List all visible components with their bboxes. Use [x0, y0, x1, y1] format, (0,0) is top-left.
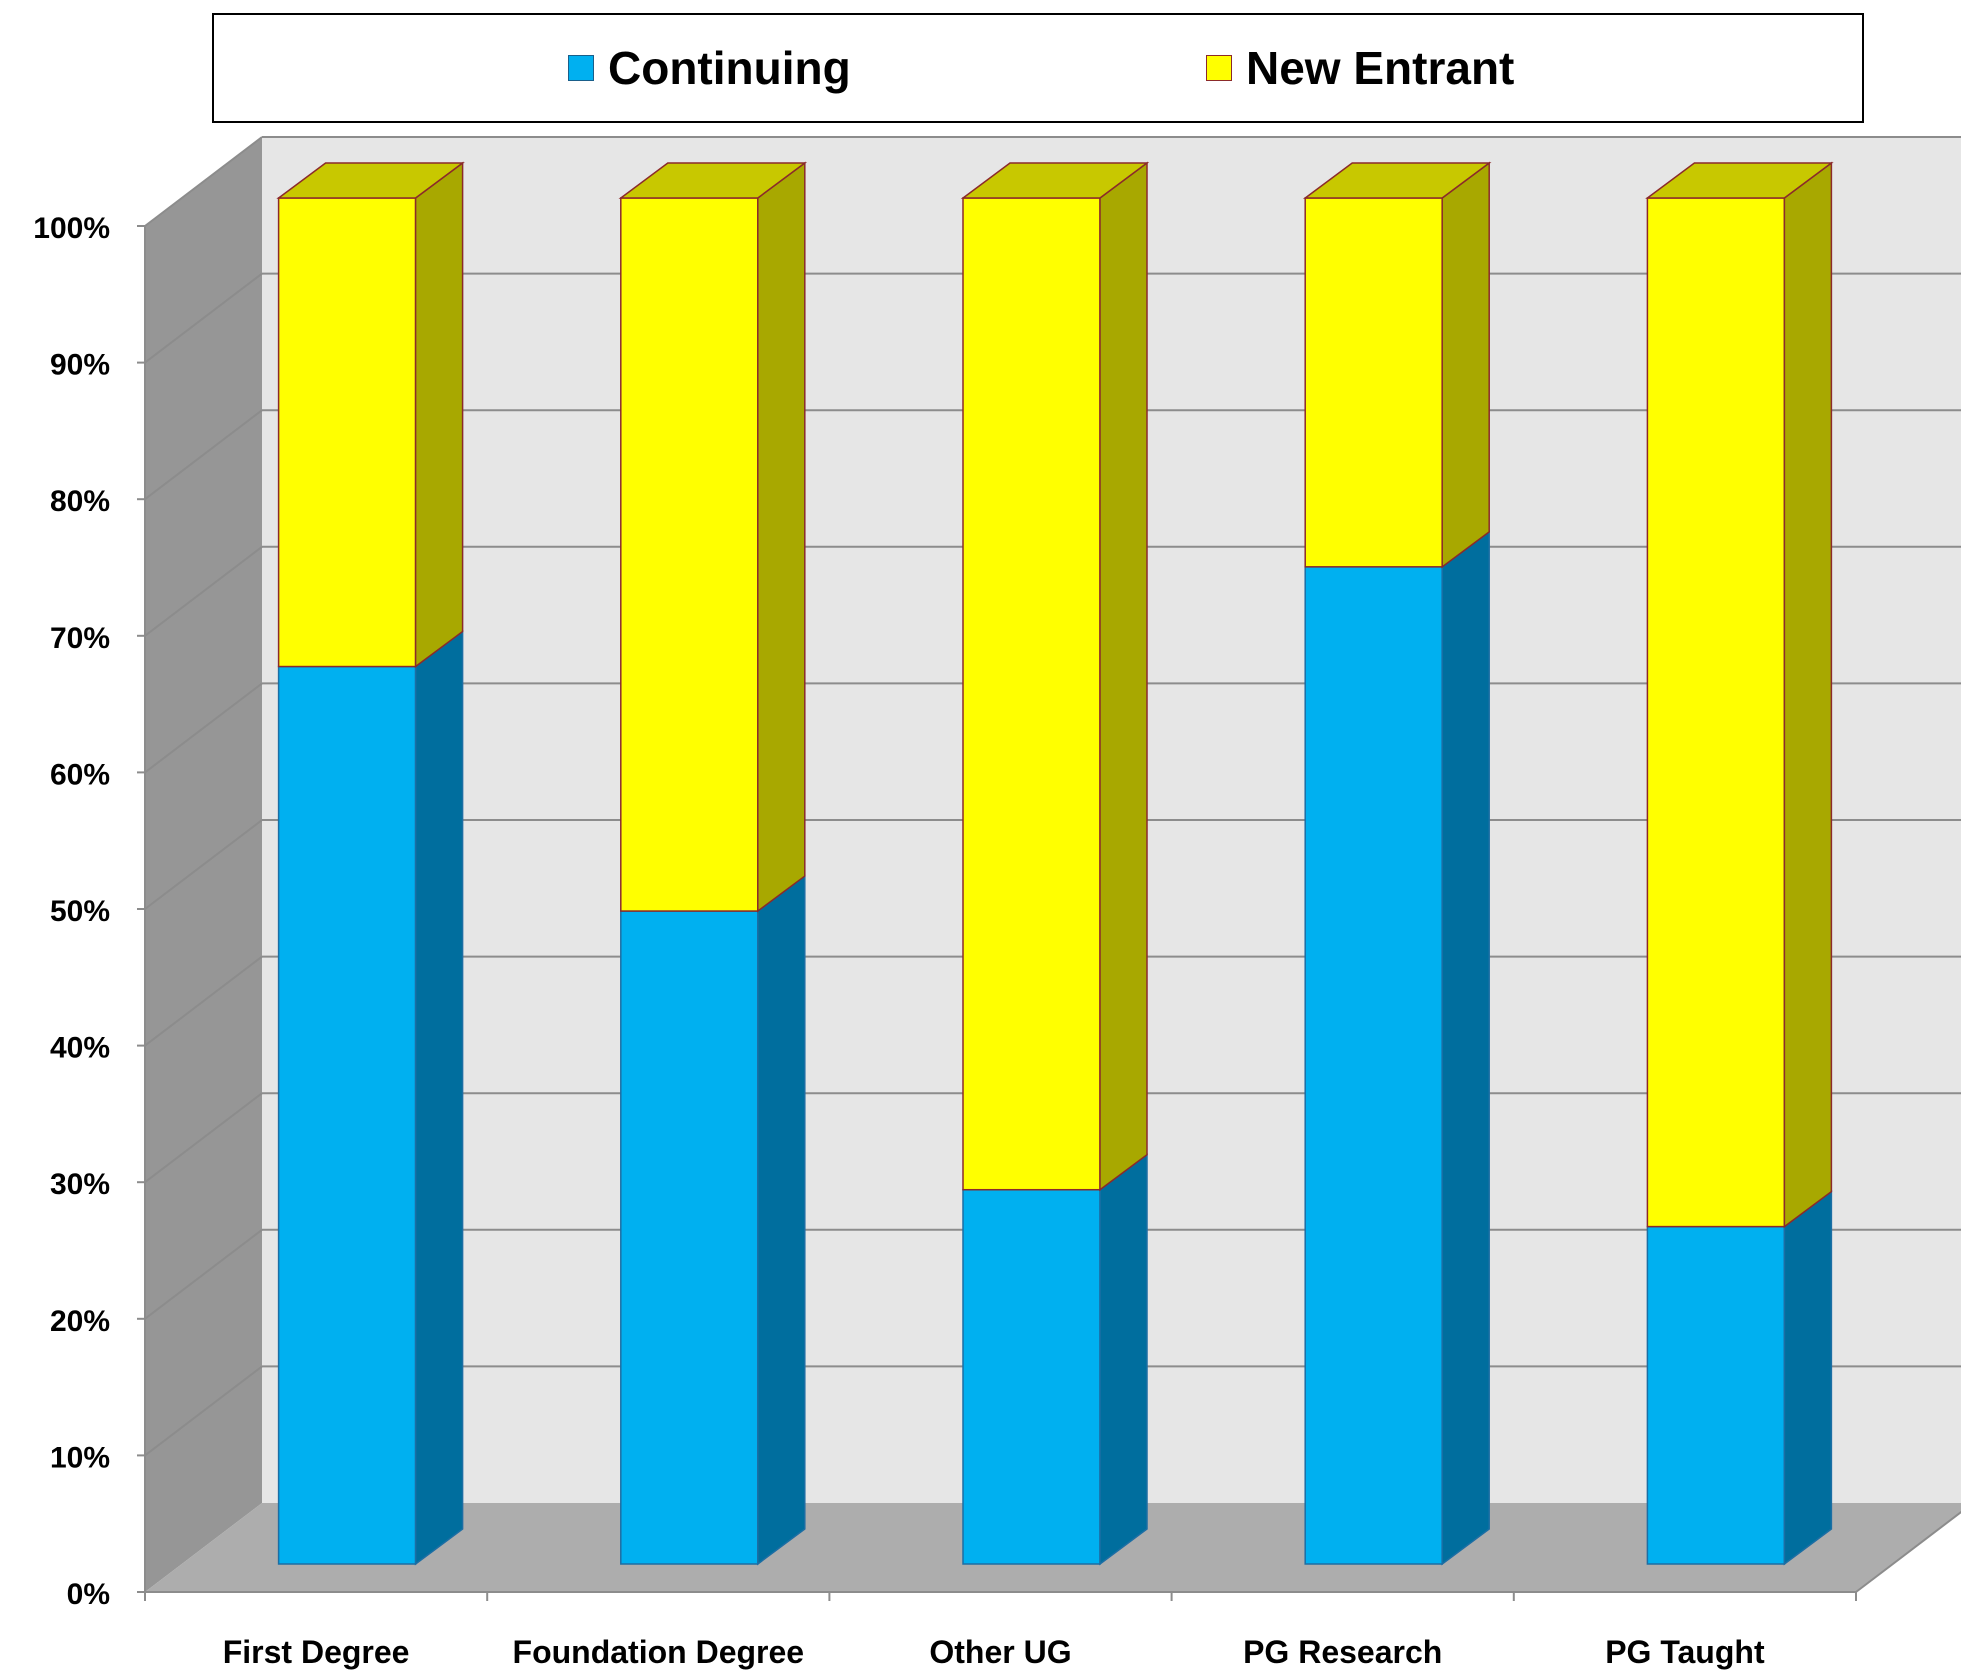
axes: 0% 10% 20% 30% 40% 50% 60% 70% 80% 90% 100% First D… [33, 212, 1857, 1670]
floor-edge [1855, 1510, 1961, 1593]
bars [276, 161, 1834, 1566]
x-tick-label-first-degree: First Degree [223, 1634, 410, 1670]
gridline-side [144, 409, 263, 500]
bar-front-pg-taught-new-entrant [1646, 197, 1786, 1228]
bar-side-other-ug-new-entrant [1099, 161, 1148, 1192]
gridline-side [144, 546, 263, 637]
y-tick-label-8: 80% [50, 485, 110, 518]
bar-side-other-ug-continuing [1099, 1153, 1148, 1566]
bar-side-pg-research-continuing [1441, 530, 1490, 1566]
bar-other-ug-continuing [962, 1153, 1148, 1566]
bar-pg-research-new-entrant [1302, 161, 1492, 569]
bar-first-degree-new-entrant [276, 161, 465, 669]
y-tick-label-5: 50% [50, 895, 110, 928]
bar-top-pg-research [1302, 162, 1492, 199]
chart-legend: Continuing New Entrant [212, 13, 1864, 123]
legend-label-new-entrant: New Entrant [1246, 42, 1515, 94]
bar-side-pg-taught-new-entrant [1783, 161, 1833, 1229]
legend-entry-continuing: Continuing [568, 15, 851, 121]
legend-swatch-new-entrant [1206, 55, 1232, 81]
bar-side-first-degree-new-entrant [414, 161, 464, 669]
bar-front-foundation-degree-new-entrant [620, 197, 759, 912]
y-tick-label-7: 70% [50, 622, 110, 655]
gridline-side [144, 1229, 263, 1320]
x-tick-label-foundation-degree: Foundation Degree [513, 1634, 805, 1670]
bar-front-first-degree-new-entrant [277, 197, 417, 668]
x-tick-label-other-ug: Other UG [929, 1634, 1071, 1670]
y-tick-label-3: 30% [50, 1168, 110, 1201]
gridline-side [144, 819, 263, 910]
legend-entry-new-entrant: New Entrant [1206, 15, 1514, 121]
y-tick-label-4: 40% [50, 1032, 110, 1065]
bar-top-pg-taught [1645, 162, 1834, 199]
bar-top-other-ug [960, 162, 1150, 199]
gridline-side [144, 682, 263, 774]
bar-side-pg-taught-continuing [1783, 1190, 1833, 1566]
bar-foundation-degree-continuing [620, 874, 806, 1566]
bar-front-pg-research-new-entrant [1304, 197, 1443, 568]
bar-other-ug-new-entrant [960, 161, 1150, 1192]
y-tick-label-9: 90% [50, 349, 110, 382]
bar-pg-taught-new-entrant [1645, 161, 1834, 1229]
bar-side-foundation-degree-continuing [757, 874, 806, 1566]
x-tick-label-pg-research: PG Research [1243, 1634, 1442, 1670]
legend-swatch-continuing [568, 55, 594, 81]
bar-pg-taught-continuing [1646, 1190, 1833, 1566]
bar-side-pg-research-new-entrant [1441, 161, 1490, 569]
bar-front-pg-research-continuing [1304, 566, 1443, 1565]
gridline-side [144, 272, 263, 364]
bar-top-first-degree [276, 162, 465, 199]
bar-pg-research-continuing [1304, 530, 1490, 1566]
y-tick-label-1: 10% [50, 1441, 110, 1474]
gridline-side [144, 136, 263, 227]
y-tick-label-2: 20% [50, 1305, 110, 1338]
bar-front-other-ug-new-entrant [962, 197, 1101, 1191]
gridline-side [144, 955, 263, 1047]
gridline-side [144, 1365, 263, 1457]
x-tick-label-pg-taught: PG Taught [1605, 1634, 1765, 1670]
y-tick-label-0: 0% [67, 1578, 110, 1611]
legend-label-continuing: Continuing [608, 42, 851, 94]
bar-top-foundation-degree [618, 162, 808, 199]
bar-front-foundation-degree-continuing [620, 910, 759, 1565]
bar-front-other-ug-continuing [962, 1188, 1101, 1565]
bar-foundation-degree-new-entrant [618, 161, 808, 913]
bar-first-degree-continuing [277, 630, 464, 1566]
bar-front-first-degree-continuing [277, 665, 417, 1565]
y-tick-label-10: 100% [33, 212, 110, 245]
y-tick-label-6: 60% [50, 758, 110, 791]
bar-front-pg-taught-continuing [1646, 1225, 1786, 1565]
gridline-side [144, 1092, 263, 1183]
bar-side-foundation-degree-new-entrant [757, 161, 806, 913]
bar-side-first-degree-continuing [414, 630, 464, 1566]
